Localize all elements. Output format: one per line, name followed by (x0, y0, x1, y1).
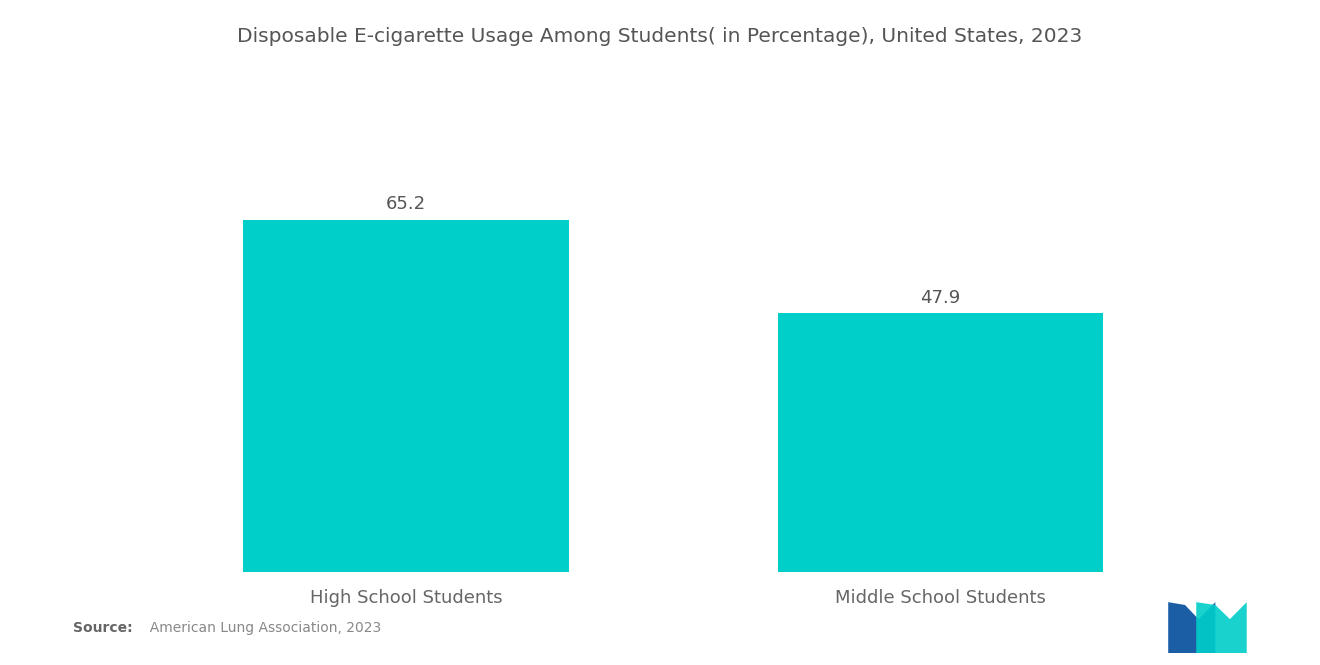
Polygon shape (1168, 602, 1216, 653)
Text: American Lung Association, 2023: American Lung Association, 2023 (141, 621, 381, 635)
Bar (243, 219, 569, 572)
Text: Disposable E-cigarette Usage Among Students( in Percentage), United States, 2023: Disposable E-cigarette Usage Among Stude… (238, 27, 1082, 46)
Text: 65.2: 65.2 (385, 195, 426, 213)
Text: 47.9: 47.9 (920, 289, 961, 307)
Polygon shape (1196, 602, 1246, 653)
Text: Source:: Source: (73, 621, 132, 635)
Bar (777, 313, 1104, 572)
